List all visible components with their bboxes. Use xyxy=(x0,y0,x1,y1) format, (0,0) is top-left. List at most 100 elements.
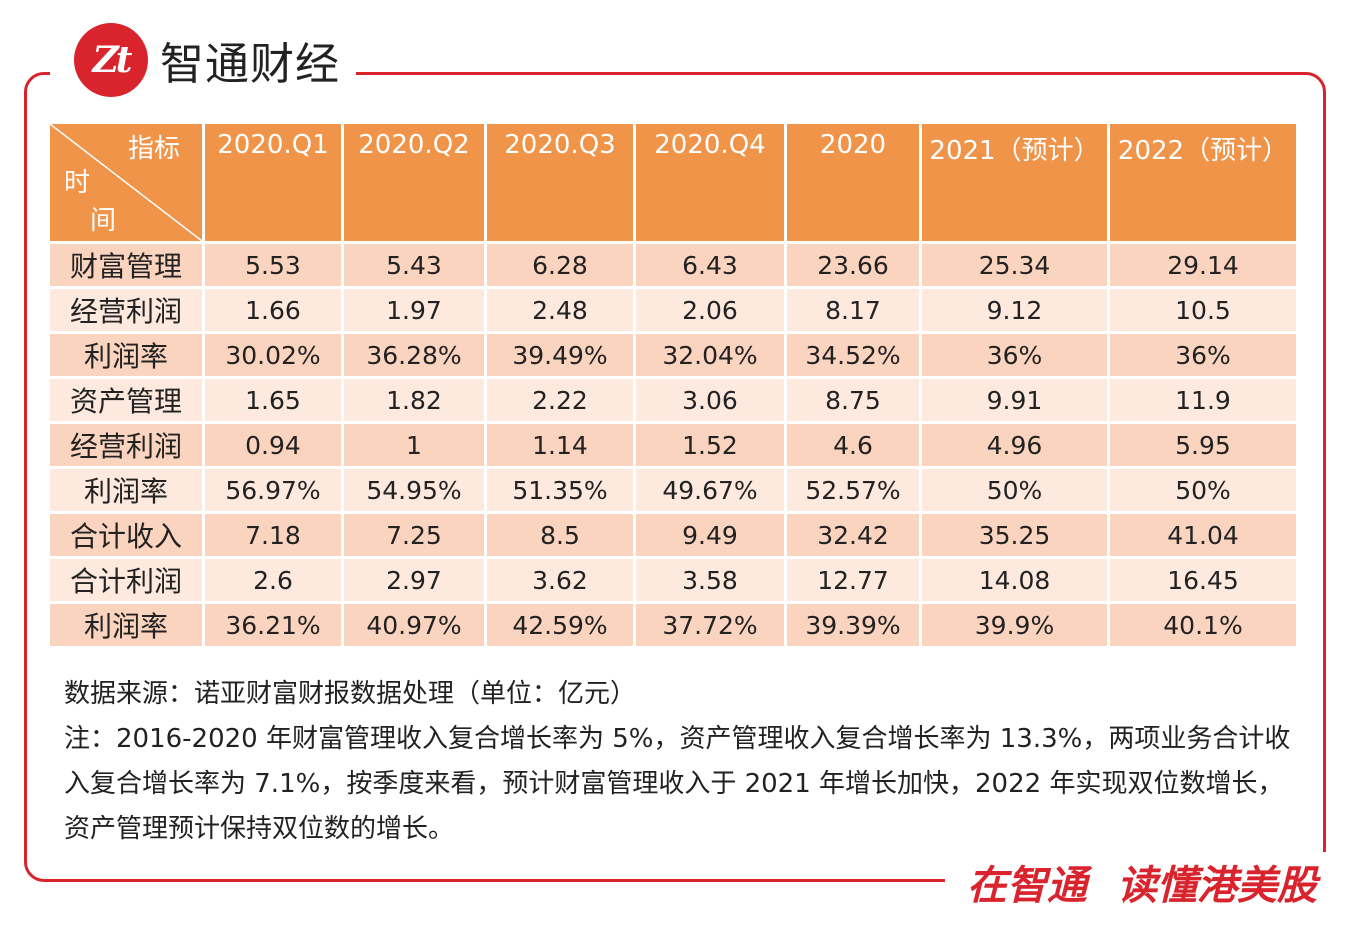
table-cell: 3.62 xyxy=(487,559,633,601)
table-cell: 6.28 xyxy=(487,244,633,286)
financial-table: 指标 时 间 2020.Q1 2020.Q2 2020.Q3 2020.Q4 2… xyxy=(47,121,1299,649)
table-row: 合计收入 7.18 7.25 8.5 9.49 32.42 35.25 41.04 xyxy=(50,514,1296,556)
column-header: 2020.Q4 xyxy=(636,124,784,241)
table-row: 经营利润 1.66 1.97 2.48 2.06 8.17 9.12 10.5 xyxy=(50,289,1296,331)
row-label: 利润率 xyxy=(50,334,202,376)
table-cell: 2.97 xyxy=(344,559,484,601)
table-row: 合计利润 2.6 2.97 3.62 3.58 12.77 14.08 16.45 xyxy=(50,559,1296,601)
table-cell: 50% xyxy=(1110,469,1296,511)
table-cell: 11.9 xyxy=(1110,379,1296,421)
row-label: 经营利润 xyxy=(50,289,202,331)
table-cell: 30.02% xyxy=(205,334,341,376)
brand-name: 智通财经 xyxy=(160,39,340,90)
table-cell: 8.75 xyxy=(787,379,919,421)
column-header: 2021（预计） xyxy=(922,124,1107,241)
table-cell: 39.49% xyxy=(487,334,633,376)
column-header: 2020.Q1 xyxy=(205,124,341,241)
notes-section: 数据来源：诺亚财富财报数据处理（单位：亿元） 注：2016-2020 年财富管理… xyxy=(64,672,1294,852)
slogan-part-1: 在智通 xyxy=(967,863,1087,909)
table-cell: 32.42 xyxy=(787,514,919,556)
corner-label-metric: 指标 xyxy=(127,134,180,164)
table-row: 利润率 36.21% 40.97% 42.59% 37.72% 39.39% 39.9% 40… xyxy=(50,604,1296,646)
table-cell: 9.49 xyxy=(636,514,784,556)
row-label: 利润率 xyxy=(50,604,202,646)
table-cell: 56.97% xyxy=(205,469,341,511)
table-cell: 8.5 xyxy=(487,514,633,556)
column-header: 2020 xyxy=(787,124,919,241)
table-cell: 39.9% xyxy=(922,604,1107,646)
table-cell: 25.34 xyxy=(922,244,1107,286)
table-cell: 5.95 xyxy=(1110,424,1296,466)
table-cell: 29.14 xyxy=(1110,244,1296,286)
table-cell: 34.52% xyxy=(787,334,919,376)
table-row: 利润率 30.02% 36.28% 39.49% 32.04% 34.52% 36% 36% xyxy=(50,334,1296,376)
table-cell: 4.96 xyxy=(922,424,1107,466)
table-row: 经营利润 0.94 1 1.14 1.52 4.6 4.96 5.95 xyxy=(50,424,1296,466)
table-cell: 2.22 xyxy=(487,379,633,421)
data-source-note: 数据来源：诺亚财富财报数据处理（单位：亿元） xyxy=(64,679,637,709)
table-cell: 1.66 xyxy=(205,289,341,331)
diagonal-divider xyxy=(50,124,202,241)
table-cell: 51.35% xyxy=(487,469,633,511)
table-cell: 41.04 xyxy=(1110,514,1296,556)
table-cell: 50% xyxy=(922,469,1107,511)
table-cell: 5.53 xyxy=(205,244,341,286)
table-cell: 3.06 xyxy=(636,379,784,421)
table-cell: 1.52 xyxy=(636,424,784,466)
row-label: 合计利润 xyxy=(50,559,202,601)
table-cell: 49.67% xyxy=(636,469,784,511)
column-header: 2020.Q2 xyxy=(344,124,484,241)
row-label: 经营利润 xyxy=(50,424,202,466)
table-cell: 1 xyxy=(344,424,484,466)
corner-label-time-2: 间 xyxy=(90,206,117,236)
table-cell: 7.25 xyxy=(344,514,484,556)
brand-logo-icon: Zt xyxy=(74,23,148,97)
table-cell: 35.25 xyxy=(922,514,1107,556)
table-cell: 6.43 xyxy=(636,244,784,286)
table-cell: 36.28% xyxy=(344,334,484,376)
table-row: 利润率 56.97% 54.95% 51.35% 49.67% 52.57% 50% 50% xyxy=(50,469,1296,511)
column-header: 2020.Q3 xyxy=(487,124,633,241)
row-label: 资产管理 xyxy=(50,379,202,421)
table-cell: 1.65 xyxy=(205,379,341,421)
table-cell: 36% xyxy=(1110,334,1296,376)
table-cell: 4.6 xyxy=(787,424,919,466)
table-cell: 7.18 xyxy=(205,514,341,556)
table-row: 财富管理 5.53 5.43 6.28 6.43 23.66 25.34 29.14 xyxy=(50,244,1296,286)
row-label: 财富管理 xyxy=(50,244,202,286)
table-cell: 40.1% xyxy=(1110,604,1296,646)
table-cell: 37.72% xyxy=(636,604,784,646)
content-frame xyxy=(24,72,1326,882)
table-row: 资产管理 1.65 1.82 2.22 3.06 8.75 9.91 11.9 xyxy=(50,379,1296,421)
table-cell: 23.66 xyxy=(787,244,919,286)
row-label: 合计收入 xyxy=(50,514,202,556)
table-body: 财富管理 5.53 5.43 6.28 6.43 23.66 25.34 29.14 经营利润 1… xyxy=(50,244,1296,646)
table-header-row: 指标 时 间 2020.Q1 2020.Q2 2020.Q3 2020.Q4 2… xyxy=(50,124,1296,241)
table-cell: 0.94 xyxy=(205,424,341,466)
table-cell: 14.08 xyxy=(922,559,1107,601)
table-cell: 39.39% xyxy=(787,604,919,646)
table-cell: 5.43 xyxy=(344,244,484,286)
table-cell: 1.14 xyxy=(487,424,633,466)
slogan: 在智通 读懂港美股 xyxy=(945,852,1327,912)
table-cell: 40.97% xyxy=(344,604,484,646)
corner-label-time-1: 时 xyxy=(64,168,91,198)
table-cell: 36.21% xyxy=(205,604,341,646)
table-cell: 2.48 xyxy=(487,289,633,331)
table-cell: 54.95% xyxy=(344,469,484,511)
table-cell: 10.5 xyxy=(1110,289,1296,331)
table-cell: 42.59% xyxy=(487,604,633,646)
table-cell: 2.6 xyxy=(205,559,341,601)
table-cell: 9.91 xyxy=(922,379,1107,421)
table-cell: 32.04% xyxy=(636,334,784,376)
table-cell: 8.17 xyxy=(787,289,919,331)
table-cell: 1.97 xyxy=(344,289,484,331)
table-cell: 36% xyxy=(922,334,1107,376)
table-cell: 9.12 xyxy=(922,289,1107,331)
slogan-part-2: 读懂港美股 xyxy=(1117,863,1317,909)
table-cell: 2.06 xyxy=(636,289,784,331)
brand-header: Zt 智通财经 xyxy=(50,20,356,100)
row-label: 利润率 xyxy=(50,469,202,511)
table-cell: 1.82 xyxy=(344,379,484,421)
table-cell: 3.58 xyxy=(636,559,784,601)
